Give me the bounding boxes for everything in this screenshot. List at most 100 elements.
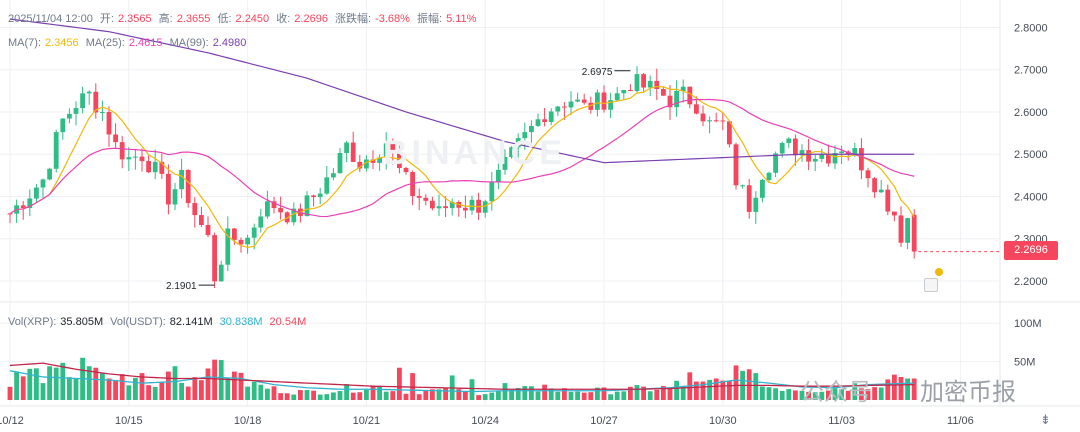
close-value: 2.2696 <box>294 13 328 25</box>
alert-dot-icon <box>935 268 943 276</box>
vol-ma1-value: 30.838M <box>219 316 263 328</box>
candle-body <box>463 207 468 211</box>
notification-icon[interactable] <box>924 278 938 292</box>
candle-body <box>238 239 244 245</box>
candle-body <box>911 214 917 252</box>
candle-body <box>317 193 323 198</box>
annotation-label: 2.6975 <box>582 67 613 78</box>
volume-bar <box>793 390 798 400</box>
candle-body <box>357 161 363 169</box>
candle-body <box>47 168 52 180</box>
candle-body <box>80 93 85 109</box>
candle-body <box>106 112 112 135</box>
volume-bar <box>548 388 554 400</box>
candle-body <box>542 119 547 123</box>
volume-bar <box>397 367 402 400</box>
volume-bar <box>502 383 508 400</box>
volume-bar <box>139 373 145 400</box>
ma25-label: MA(25): <box>85 37 125 49</box>
candle-body <box>568 101 574 108</box>
volume-bar <box>878 387 884 400</box>
candle-body <box>251 227 257 238</box>
volume-bar <box>647 391 653 400</box>
volume-bar <box>680 385 686 400</box>
candle-body <box>436 206 442 209</box>
candle-body <box>265 201 270 217</box>
volume-bar <box>535 391 541 400</box>
volume-bar <box>159 382 165 400</box>
candle-body <box>628 89 633 92</box>
volume-bar <box>212 359 217 400</box>
binance-watermark: BINANCE <box>383 134 566 172</box>
volume-bar <box>34 368 39 400</box>
footer-watermark-right: 加密币报 <box>920 379 1016 406</box>
candle-body <box>773 153 778 173</box>
candle-body <box>667 95 673 108</box>
volume-bar <box>291 394 297 400</box>
candle-body <box>443 206 448 209</box>
ma-legend[interactable]: MA(7): 2.3456 MA(25): 2.4615 MA(99): 2.4980 <box>8 37 250 49</box>
scroll-to-latest-icon[interactable]: ⇟ <box>1040 412 1051 427</box>
volume-bar <box>654 389 660 400</box>
volume-bar <box>700 381 706 400</box>
volume-bar <box>779 390 785 400</box>
candle-body <box>819 154 825 159</box>
candle-body <box>760 179 765 198</box>
volume-bar <box>562 388 567 400</box>
header-date: 2025/11/04 12:00 <box>8 13 93 25</box>
volume-bar <box>93 367 99 400</box>
volume-bar <box>456 389 462 400</box>
volume-bar <box>192 377 198 400</box>
vol-tick-label: 100M <box>1014 318 1042 330</box>
y-tick-label: 2.7000 <box>1014 65 1048 77</box>
change-label: 涨跌幅: <box>335 13 372 25</box>
candle-body <box>93 91 99 113</box>
amplitude-label: 振幅: <box>417 13 443 25</box>
candle-body <box>86 91 92 94</box>
y-tick-label: 2.4000 <box>1014 191 1048 203</box>
volume-bar <box>713 378 719 400</box>
volume-bar <box>905 378 910 400</box>
candle-body <box>878 189 884 193</box>
candle-body <box>641 74 646 88</box>
volume-bar <box>377 385 382 400</box>
volume-bar <box>859 388 864 400</box>
volume-bar <box>324 394 330 400</box>
amplitude-value: 5.11% <box>446 13 477 25</box>
volume-bar <box>113 380 118 400</box>
candle-body <box>146 161 151 173</box>
candle-body <box>892 211 897 216</box>
candle-body <box>661 88 666 96</box>
candle-body <box>430 200 435 209</box>
candle-body <box>67 113 72 119</box>
volume-bar <box>812 392 818 400</box>
volume-legend[interactable]: Vol(XRP): 35.805M Vol(USDT): 82.141M 30.83… <box>8 316 310 328</box>
volume-bar <box>469 379 475 400</box>
volume-bar <box>258 384 264 400</box>
candle-body <box>304 195 310 217</box>
candle-body <box>727 121 732 145</box>
candle-body <box>707 120 712 122</box>
volume-bar <box>720 380 726 400</box>
candle-body <box>324 177 330 194</box>
candle-body <box>601 92 607 110</box>
volume-bar <box>786 389 792 400</box>
axes: 2.80002.70002.60002.50002.40002.30002.20… <box>0 22 1048 427</box>
candle-body <box>832 153 838 164</box>
volume-bar <box>694 381 699 400</box>
candle-body <box>872 178 877 193</box>
volume-bar <box>885 379 891 400</box>
volume-bar <box>614 391 620 400</box>
candle-body <box>364 159 369 169</box>
candle-body <box>205 224 211 236</box>
x-tick-label: 10/21 <box>353 415 381 427</box>
candle-body <box>687 86 693 105</box>
candle-body <box>397 152 402 169</box>
volume-bar <box>892 374 897 400</box>
moving-average-lines <box>9 18 915 248</box>
volume-bar <box>463 390 468 400</box>
candle-body <box>700 113 706 122</box>
volume-bar <box>588 392 594 400</box>
volume-bar <box>529 386 534 400</box>
